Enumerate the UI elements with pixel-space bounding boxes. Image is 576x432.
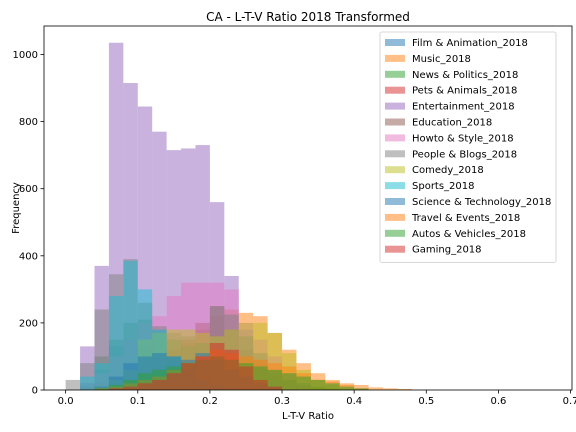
histogram-bar xyxy=(383,388,398,390)
legend-swatch xyxy=(385,198,405,205)
legend-item: Pets & Animals_2018 xyxy=(385,86,517,97)
histogram-bar xyxy=(310,379,326,390)
histogram-bar xyxy=(195,356,210,390)
histogram-bar xyxy=(94,388,109,390)
y-axis-label: Frequency xyxy=(11,182,22,234)
legend-item: Gaming_2018 xyxy=(385,245,482,256)
histogram-bar xyxy=(137,383,153,390)
legend-item: Education_2018 xyxy=(385,118,492,129)
histogram-bar xyxy=(123,386,138,390)
legend-item: Sports_2018 xyxy=(385,181,475,192)
legend-swatch xyxy=(385,229,405,237)
legend-label: Music_2018 xyxy=(412,54,471,65)
histogram-bar xyxy=(123,379,138,390)
legend-swatch xyxy=(385,70,405,78)
chart-title: CA - L-T-V Ratio 2018 Transformed xyxy=(206,10,410,24)
x-tick-label: 0.6 xyxy=(490,396,506,407)
histogram-bar xyxy=(181,363,196,390)
legend-label: Science & Technology_2018 xyxy=(412,197,551,208)
x-tick-label: 0.2 xyxy=(202,396,218,407)
histogram-bar xyxy=(94,363,109,390)
legend-label: Sports_2018 xyxy=(412,181,475,192)
legend-label: Education_2018 xyxy=(412,118,492,129)
histogram-bar xyxy=(224,349,239,390)
x-tick-label: 0.5 xyxy=(418,396,434,407)
histogram-bar xyxy=(166,373,182,390)
histogram-bar xyxy=(397,388,412,390)
legend-item: Travel & Events_2018 xyxy=(385,213,520,224)
legend-label: Travel & Events_2018 xyxy=(411,213,520,224)
legend-item: Film & Animation_2018 xyxy=(385,38,528,49)
x-axis-label: L-T-V Ratio xyxy=(282,411,334,422)
legend-label: People & Blogs_2018 xyxy=(412,149,517,160)
legend-frame xyxy=(379,31,557,264)
x-tick-label: 0.1 xyxy=(130,396,146,407)
legend-item: Howto & Style_2018 xyxy=(385,133,514,144)
x-tick-label: 0.4 xyxy=(346,396,362,407)
histogram-bar xyxy=(267,386,283,390)
legend-swatch xyxy=(385,118,405,126)
y-tick-label: 400 xyxy=(19,251,38,262)
histogram-bar xyxy=(108,384,124,390)
legend-label: Comedy_2018 xyxy=(412,165,484,176)
legend-label: Pets & Animals_2018 xyxy=(412,86,517,97)
legend-label: Autos & Vehicles_2018 xyxy=(412,229,526,240)
x-tick-label: 0.7 xyxy=(563,396,576,407)
histogram-bar xyxy=(238,366,254,390)
legend-swatch xyxy=(385,166,405,174)
histogram-bar xyxy=(296,376,311,390)
series-13 xyxy=(108,343,283,390)
legend: Film & Animation_2018 Music_2018 News & Po… xyxy=(379,31,557,264)
histogram-bar xyxy=(339,386,355,390)
y-tick-label: 0 xyxy=(32,386,38,397)
legend-swatch xyxy=(385,182,405,190)
legend-label: Film & Animation_2018 xyxy=(412,38,528,49)
y-tick-label: 600 xyxy=(19,184,38,195)
x-tick-label: 0.3 xyxy=(274,396,290,407)
histogram-bar xyxy=(152,379,167,390)
x-axis: 0.0 0.1 0.2 0.3 0.4 0.5 0.6 0.7 xyxy=(58,390,576,407)
y-tick-label: 1000 xyxy=(13,50,38,61)
legend-swatch xyxy=(385,39,405,46)
y-tick-label: 200 xyxy=(19,318,38,329)
histogram-bar xyxy=(108,388,124,390)
legend-item: News & Politics_2018 xyxy=(385,70,518,81)
histogram-bar xyxy=(253,379,268,390)
histogram-bar xyxy=(325,383,340,390)
histogram-bar xyxy=(80,376,95,390)
x-tick-label: 0.0 xyxy=(58,396,74,407)
histogram-bar xyxy=(123,260,138,390)
legend-swatch xyxy=(385,86,405,94)
histogram-bar xyxy=(368,387,384,390)
legend-item: Comedy_2018 xyxy=(385,165,484,176)
legend-label: News & Politics_2018 xyxy=(412,70,518,81)
legend-item: Autos & Vehicles_2018 xyxy=(385,229,526,240)
legend-item: Entertainment_2018 xyxy=(385,102,515,113)
legend-swatch xyxy=(385,134,405,142)
legend-swatch xyxy=(385,213,405,221)
y-tick-label: 800 xyxy=(19,117,38,128)
legend-swatch xyxy=(385,54,405,62)
legend-item: Music_2018 xyxy=(385,54,471,65)
y-axis: 0 200 400 600 800 1000 xyxy=(13,50,44,397)
legend-item: People & Blogs_2018 xyxy=(385,149,517,160)
legend-item: Science & Technology_2018 xyxy=(385,197,551,208)
plot-frame xyxy=(43,25,573,391)
legend-swatch xyxy=(385,102,405,110)
legend-swatch xyxy=(385,245,405,253)
histogram-bar xyxy=(267,369,283,390)
histogram-bar xyxy=(209,343,225,390)
legend-swatch xyxy=(385,150,405,158)
legend-label: Howto & Style_2018 xyxy=(412,133,514,144)
histogram-bar xyxy=(65,379,81,390)
histogram-bar xyxy=(282,373,297,390)
histogram-bar xyxy=(354,388,369,390)
histogram-bar xyxy=(354,384,369,390)
histogram-bars xyxy=(65,42,412,391)
legend-label: Gaming_2018 xyxy=(412,245,482,256)
legend-label: Entertainment_2018 xyxy=(412,102,515,113)
histogram-bar xyxy=(108,296,124,390)
